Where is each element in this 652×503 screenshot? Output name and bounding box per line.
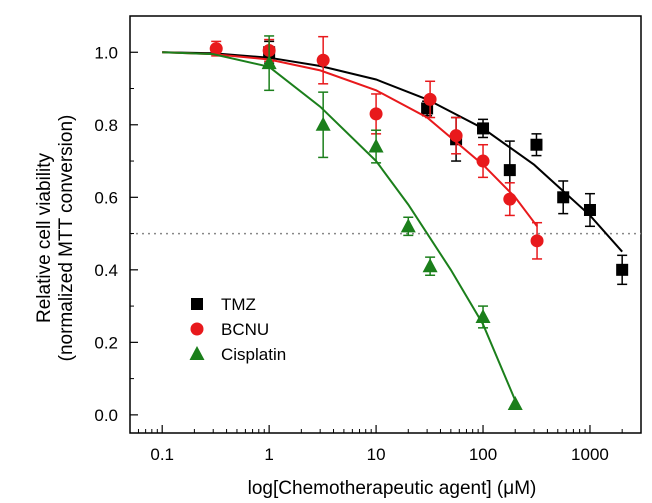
legend-bcnu-label: BCNU <box>221 320 269 339</box>
bcnu-data-point <box>423 92 437 106</box>
y-tick-label: 0.2 <box>94 333 118 352</box>
x-tick-label: 100 <box>469 445 497 464</box>
cisplatin-data-point <box>507 395 523 410</box>
plot-frame <box>129 15 642 434</box>
y-tick-label: 1.0 <box>94 43 118 62</box>
x-tick-label: 1 <box>264 445 273 464</box>
tmz-fit-curve <box>162 51 623 253</box>
y-tick-label: 0.0 <box>94 406 118 425</box>
bcnu-data-point <box>530 234 544 248</box>
bcnu-fit-curve <box>162 51 538 227</box>
bcnu-data-point <box>503 192 517 206</box>
legend-bcnu-marker <box>190 322 204 336</box>
cisplatin-fit-curve <box>162 51 517 401</box>
tmz-data-point <box>477 122 490 135</box>
tmz-data-point <box>557 191 570 204</box>
x-tick-label: 10 <box>367 445 386 464</box>
bcnu-data-point <box>449 129 463 143</box>
y-tick-label: 0.8 <box>94 116 118 135</box>
cisplatin-data-point <box>475 308 491 323</box>
x-tick-label: 0.1 <box>150 445 174 464</box>
y-tick-label: 0.6 <box>94 188 118 207</box>
cisplatin-data-point <box>422 258 438 273</box>
cisplatin-data-point <box>368 138 384 153</box>
x-axis-title: log[Chemotherapeutic agent] (μM) <box>248 478 537 499</box>
x-tick-label: 1000 <box>571 445 609 464</box>
cisplatin-data-point <box>400 218 416 233</box>
plot-layer: 0.1 1 10 100 1000 0.0 0.2 0.4 0.6 0.8 1.0 TMZ BCNU Ci… <box>94 15 642 464</box>
tmz-data-point <box>530 138 543 151</box>
y-tick-label: 0.4 <box>94 261 118 280</box>
bcnu-data-point <box>209 42 223 56</box>
legend-cisplatin-marker <box>189 346 205 360</box>
cisplatin-data-point <box>261 55 277 70</box>
bcnu-data-point <box>476 154 490 168</box>
legend-tmz-marker <box>191 298 203 310</box>
cisplatin-data-point <box>315 116 331 131</box>
legend-cisplatin-label: Cisplatin <box>221 345 286 364</box>
y-axis-title-line1: Relative cell viability <box>34 153 55 324</box>
legend-tmz-label: TMZ <box>221 295 256 314</box>
tmz-data-point <box>503 164 516 177</box>
bcnu-data-point <box>369 107 383 121</box>
y-axis-title-line2: (normalized MTT conversion) <box>56 115 77 362</box>
tmz-data-point <box>616 263 629 276</box>
bcnu-data-point <box>316 53 330 67</box>
tmz-data-point <box>583 203 596 216</box>
